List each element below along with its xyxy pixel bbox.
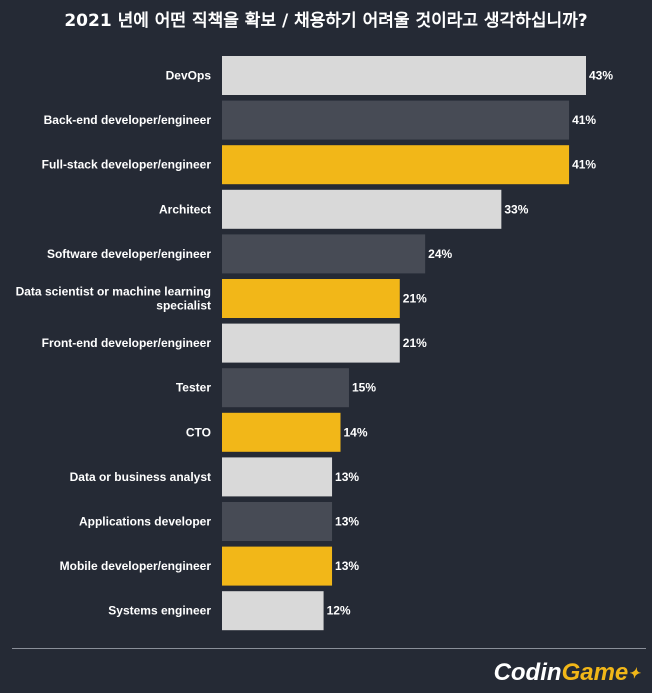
chart-title: 2021 년에 어떤 직책을 확보 / 채용하기 어려울 것이라고 생각하십니까… bbox=[64, 11, 588, 31]
value-label-3: 33% bbox=[504, 202, 528, 216]
bar-0 bbox=[222, 56, 586, 95]
value-label-8: 14% bbox=[344, 425, 368, 439]
value-label-9: 13% bbox=[335, 470, 359, 484]
footer-divider bbox=[12, 648, 646, 649]
bar-3 bbox=[222, 189, 502, 229]
category-label-12: Systems engineer bbox=[108, 604, 211, 618]
bar-chart: 43% DevOps 41% Back-end developer/engineer 4… bbox=[16, 56, 613, 631]
bar-9 bbox=[222, 457, 333, 497]
bar-11 bbox=[222, 546, 333, 586]
logo-spark-icon: ✦ bbox=[628, 665, 640, 681]
codingame-logo: CodinGame✦ bbox=[494, 658, 640, 688]
value-label-5: 21% bbox=[403, 292, 427, 306]
value-label-10: 13% bbox=[335, 515, 359, 529]
value-label-1: 41% bbox=[572, 113, 596, 127]
bar-10 bbox=[222, 502, 333, 541]
logo-text-cod: Cod bbox=[493, 659, 541, 686]
category-label-8: CTO bbox=[186, 425, 211, 439]
logo-text-n: n bbox=[546, 659, 562, 686]
bar-8 bbox=[222, 412, 341, 452]
category-label-11: Mobile developer/engineer bbox=[60, 559, 212, 573]
value-label-4: 24% bbox=[428, 247, 452, 261]
value-label-7: 15% bbox=[352, 381, 376, 395]
category-label-9: Data or business analyst bbox=[70, 470, 211, 484]
value-label-12: 12% bbox=[327, 604, 351, 618]
category-label-5: Data scientist or machine learning specia… bbox=[16, 285, 211, 313]
category-label-1: Back-end developer/engineer bbox=[44, 113, 212, 127]
bar-5 bbox=[222, 279, 400, 318]
category-label-4: Software developer/engineer bbox=[47, 247, 211, 261]
value-label-6: 21% bbox=[403, 336, 427, 350]
bar-1 bbox=[222, 100, 570, 140]
logo-text-game: Game bbox=[561, 659, 629, 686]
category-label-2: Full-stack developer/engineer bbox=[42, 158, 212, 172]
bar-2 bbox=[222, 145, 570, 185]
value-label-0: 43% bbox=[589, 69, 613, 83]
category-label-6: Front-end developer/engineer bbox=[42, 336, 212, 350]
bar-6 bbox=[222, 323, 400, 363]
logo-text-i: i bbox=[540, 659, 547, 686]
category-label-7: Tester bbox=[176, 381, 211, 395]
category-label-0: DevOps bbox=[166, 69, 212, 83]
category-label-10: Applications developer bbox=[79, 515, 211, 529]
value-label-2: 41% bbox=[572, 158, 596, 172]
bar-12 bbox=[222, 591, 324, 631]
bar-7 bbox=[222, 368, 349, 408]
value-label-11: 13% bbox=[335, 559, 359, 573]
bar-4 bbox=[222, 234, 426, 274]
category-label-3: Architect bbox=[159, 202, 211, 216]
